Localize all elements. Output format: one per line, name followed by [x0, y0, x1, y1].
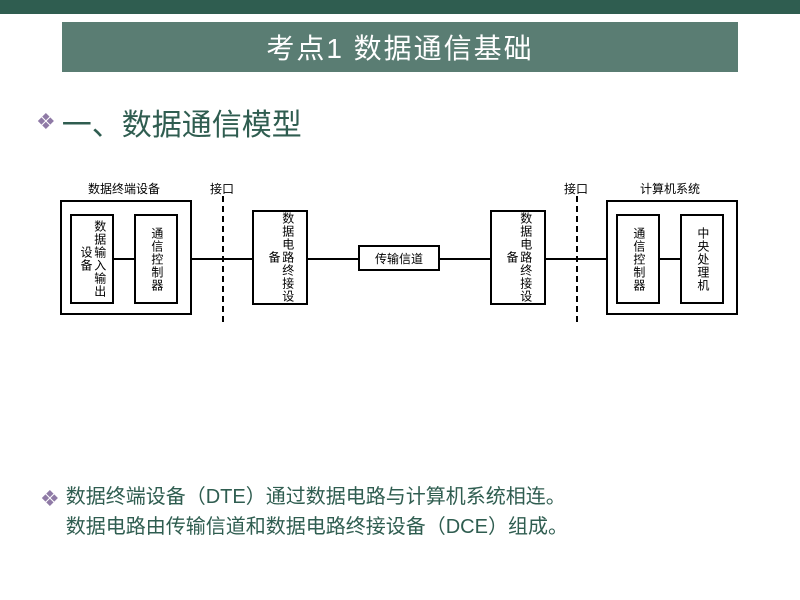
connector-0	[114, 258, 134, 260]
title-text: 考点1 数据通信基础	[266, 27, 533, 67]
body-text-block: 数据终端设备（DTE）通过数据电路与计算机系统相连。 数据电路由传输信道和数据电…	[66, 482, 568, 542]
communication-model-diagram: 数据输入输出设备通信控制器数据电路终接设备数据电路终接设备通信控制器中央处理机传…	[60, 160, 740, 360]
label-computer-system: 计算机系统	[640, 180, 700, 197]
cpu-box: 中央处理机	[680, 214, 724, 304]
section-heading: 一、数据通信模型	[62, 100, 302, 144]
connector-5	[660, 258, 680, 260]
heading-row: ❖ 一、数据通信模型	[36, 100, 302, 144]
connector-3	[440, 258, 490, 260]
comm-controller-left-box: 通信控制器	[134, 214, 178, 304]
connector-4	[546, 258, 606, 260]
connector-2	[308, 258, 358, 260]
connector-1	[192, 258, 252, 260]
dce-left-box: 数据电路终接设备	[252, 210, 308, 305]
comm-controller-right-box: 通信控制器	[616, 214, 660, 304]
body-line-1: 数据终端设备（DTE）通过数据电路与计算机系统相连。	[66, 482, 568, 512]
label-interface-left: 接口	[210, 180, 234, 197]
top-accent-bar	[0, 0, 800, 14]
diamond-bullet-icon: ❖	[40, 486, 60, 512]
transmission-channel-box: 传输信道	[358, 245, 440, 271]
label-dte-group: 数据终端设备	[88, 180, 160, 197]
io-device-box: 数据输入输出设备	[70, 214, 114, 304]
title-banner: 考点1 数据通信基础	[62, 22, 738, 72]
diamond-bullet-icon: ❖	[36, 109, 56, 135]
body-row: ❖ 数据终端设备（DTE）通过数据电路与计算机系统相连。 数据电路由传输信道和数…	[40, 482, 568, 542]
label-interface-right: 接口	[564, 180, 588, 197]
body-line-2: 数据电路由传输信道和数据电路终接设备（DCE）组成。	[66, 512, 568, 542]
dce-right-box: 数据电路终接设备	[490, 210, 546, 305]
